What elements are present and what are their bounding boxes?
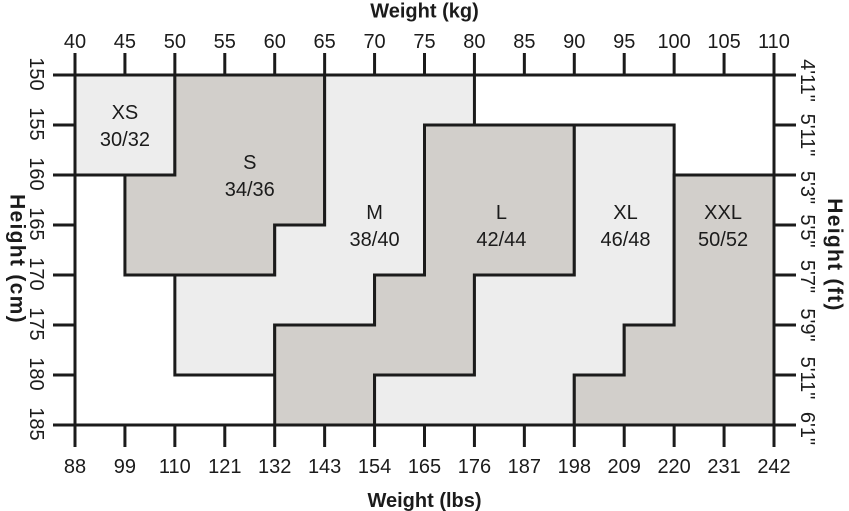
svg-text:154: 154 (358, 456, 391, 478)
svg-text:5'7": 5'7" (796, 260, 818, 293)
svg-text:XS: XS (112, 102, 139, 124)
svg-text:132: 132 (258, 456, 291, 478)
svg-text:50: 50 (164, 31, 186, 53)
svg-text:150: 150 (25, 57, 47, 90)
svg-text:209: 209 (608, 456, 641, 478)
svg-text:45: 45 (114, 31, 136, 53)
svg-text:220: 220 (657, 456, 690, 478)
svg-text:99: 99 (114, 456, 136, 478)
svg-text:Weight (kg): Weight (kg) (370, 1, 479, 23)
svg-text:40: 40 (64, 31, 86, 53)
svg-text:XL: XL (613, 202, 637, 224)
svg-text:170: 170 (25, 257, 47, 290)
svg-text:5'9": 5'9" (796, 308, 818, 341)
svg-text:175: 175 (25, 307, 47, 340)
svg-text:42/44: 42/44 (476, 229, 526, 251)
svg-text:Height (ft): Height (ft) (823, 198, 846, 311)
svg-text:110: 110 (159, 456, 191, 478)
svg-text:Height (cm): Height (cm) (6, 194, 29, 324)
svg-text:65: 65 (314, 31, 336, 53)
svg-text:180: 180 (25, 357, 47, 390)
svg-text:110: 110 (758, 31, 790, 53)
svg-text:143: 143 (308, 456, 341, 478)
svg-text:M: M (366, 202, 383, 224)
svg-text:231: 231 (707, 456, 740, 478)
svg-text:75: 75 (413, 31, 435, 53)
svg-text:30/32: 30/32 (100, 129, 150, 151)
svg-text:Weight (lbs): Weight (lbs) (367, 490, 481, 511)
svg-text:160: 160 (25, 157, 47, 190)
svg-text:198: 198 (558, 456, 591, 478)
svg-text:95: 95 (613, 31, 635, 53)
svg-text:100: 100 (657, 31, 690, 53)
svg-text:165: 165 (408, 456, 441, 478)
svg-text:5'3": 5'3" (796, 171, 818, 204)
svg-text:5'11": 5'11" (796, 357, 818, 400)
svg-text:34/36: 34/36 (225, 179, 275, 201)
svg-text:XXL: XXL (704, 202, 742, 224)
svg-text:121: 121 (208, 456, 241, 478)
svg-text:242: 242 (757, 456, 790, 478)
svg-text:155: 155 (25, 107, 47, 140)
svg-text:185: 185 (25, 407, 47, 440)
svg-text:85: 85 (513, 31, 535, 53)
svg-text:55: 55 (214, 31, 236, 53)
svg-text:90: 90 (563, 31, 585, 53)
svg-text:50/52: 50/52 (698, 229, 748, 251)
svg-text:6'1": 6'1" (796, 412, 818, 445)
svg-text:5'11": 5'11" (796, 114, 818, 157)
svg-text:88: 88 (64, 456, 86, 478)
svg-text:165: 165 (25, 207, 47, 240)
svg-text:187: 187 (508, 456, 541, 478)
svg-text:80: 80 (463, 31, 485, 53)
svg-text:5'5": 5'5" (796, 214, 818, 247)
svg-text:S: S (243, 152, 256, 174)
svg-text:L: L (496, 202, 507, 224)
svg-text:46/48: 46/48 (600, 229, 650, 251)
svg-text:70: 70 (363, 31, 385, 53)
svg-text:38/40: 38/40 (350, 229, 400, 251)
svg-text:60: 60 (264, 31, 286, 53)
svg-text:176: 176 (458, 456, 491, 478)
svg-text:4'11": 4'11" (796, 59, 818, 102)
svg-text:105: 105 (707, 31, 740, 53)
